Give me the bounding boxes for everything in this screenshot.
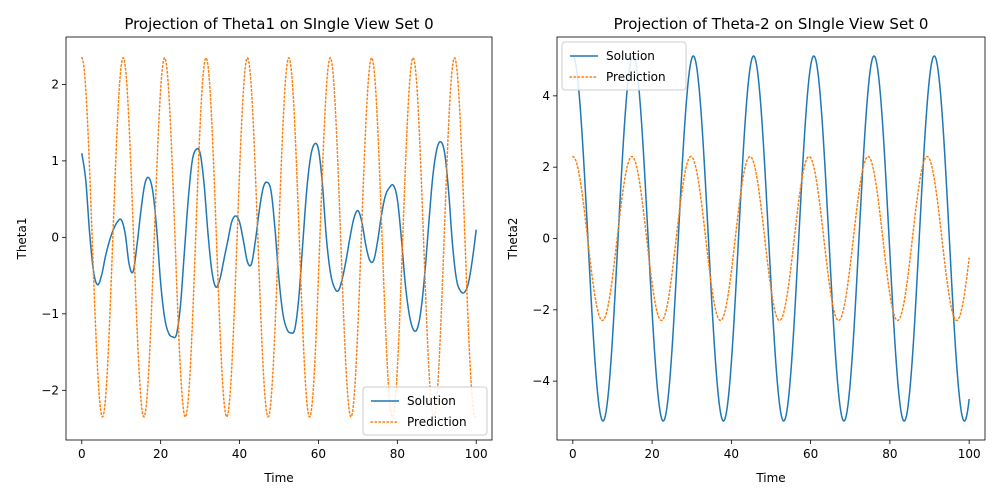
series-line-prediction: [572, 155, 970, 322]
axes-frame: [65, 36, 493, 441]
legend-label-solution: Solution: [407, 394, 456, 408]
chart-title: Projection of Theta-2 on SIngle View Set…: [614, 15, 929, 33]
legend-label-prediction: Prediction: [407, 415, 467, 429]
series-line-solution: [81, 140, 477, 339]
x-tick-label: 40: [232, 447, 247, 461]
x-axis-label: Time: [755, 471, 785, 485]
x-tick-label: 40: [724, 447, 739, 461]
chart-panel-theta2: Projection of Theta-2 on SIngle View Set…: [506, 15, 986, 485]
y-tick-label: 0: [542, 232, 550, 246]
y-tick-label: 2: [51, 77, 59, 91]
x-tick-label: 20: [153, 447, 168, 461]
axes-frame: [556, 36, 986, 441]
series-group: [81, 56, 477, 418]
y-tick-label: −4: [532, 374, 550, 388]
x-tick-label: 0: [78, 447, 86, 461]
legend-label-solution: Solution: [606, 49, 655, 63]
y-axis-label: Theta2: [506, 217, 520, 260]
y-tick-label: −1: [41, 307, 59, 321]
x-tick-label: 100: [465, 447, 488, 461]
chart-title: Projection of Theta1 on SIngle View Set …: [124, 15, 433, 33]
legend-label-prediction: Prediction: [606, 70, 666, 84]
legend: Solution Prediction: [561, 41, 687, 91]
legend-box: [561, 41, 687, 91]
x-tick-label: 0: [569, 447, 577, 461]
y-tick-label: 4: [542, 89, 550, 103]
y-tick-label: 1: [51, 154, 59, 168]
series-line-solution: [572, 55, 970, 422]
series-line-prediction: [81, 56, 477, 418]
legend-box: [362, 386, 488, 436]
x-tick-label: 20: [644, 447, 659, 461]
y-axis-label: Theta1: [15, 217, 29, 260]
chart-panel-theta1: Projection of Theta1 on SIngle View Set …: [15, 15, 493, 485]
x-tick-label: 100: [958, 447, 981, 461]
plot-area: 0 20 40 60 80 100 −4 −2 0 2 4 Solution Prediction: [532, 36, 986, 461]
y-tick-label: 0: [51, 230, 59, 244]
plot-area: 0 20 40 60 80 100 −2 −1 0 1 2 Solution Prediction: [41, 36, 493, 461]
y-tick-label: −2: [41, 383, 59, 397]
x-tick-label: 60: [803, 447, 818, 461]
x-tick-label: 80: [882, 447, 897, 461]
legend: Solution Prediction: [362, 386, 488, 436]
series-group: [572, 55, 970, 422]
y-tick-label: 2: [542, 160, 550, 174]
x-tick-label: 60: [311, 447, 326, 461]
x-tick-label: 80: [390, 447, 405, 461]
y-tick-label: −2: [532, 303, 550, 317]
x-axis-label: Time: [263, 471, 293, 485]
